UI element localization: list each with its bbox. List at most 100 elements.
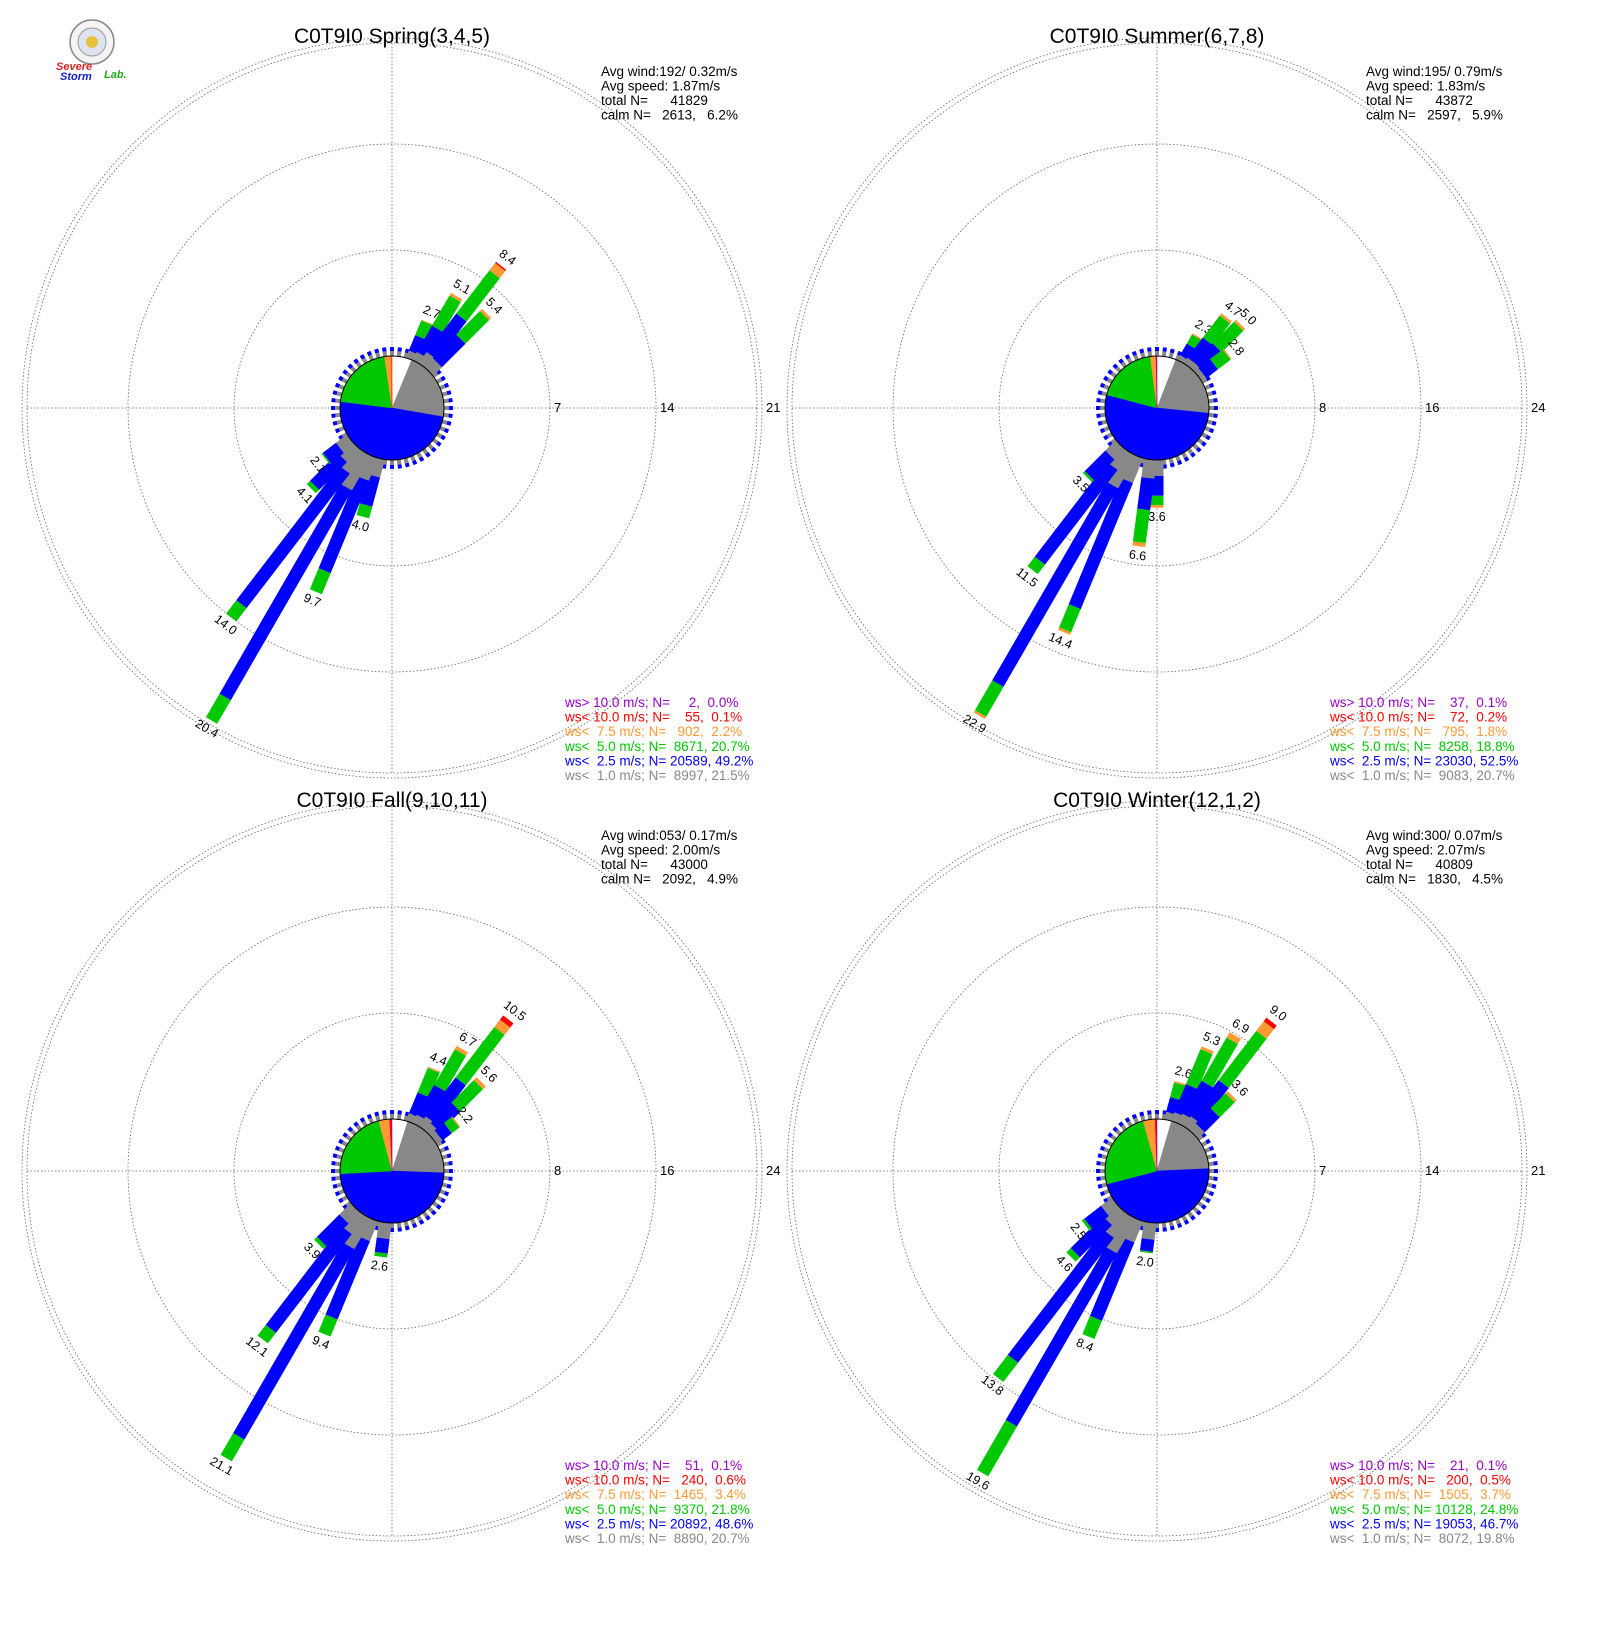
wind-rose-panel: 8 16 242.34.75.02.83.66.614.422.911.53.5C0… [786, 25, 1545, 783]
stub-outer [1213, 1176, 1218, 1181]
stub-outer [338, 1138, 344, 1145]
petal-segment [1198, 359, 1218, 379]
stub-outer [1208, 1145, 1215, 1152]
stub-inner [1197, 438, 1204, 445]
ring-label: 14 [660, 400, 674, 415]
stub-inner [1140, 352, 1146, 359]
stat-line: Avg wind:053/ 0.17m/s [601, 828, 738, 843]
petal-segment [1100, 1197, 1120, 1217]
stub-outer [1096, 398, 1101, 403]
wind-petal: 4.4 [405, 1049, 449, 1126]
stub-outer [1147, 1110, 1152, 1115]
petal-segment [451, 1079, 484, 1112]
petal-segment [434, 1122, 452, 1141]
stub-outer [1103, 1197, 1109, 1204]
stub-inner [341, 432, 348, 439]
stub-outer [397, 464, 402, 469]
stub-outer [331, 398, 336, 403]
stub-inner [1208, 398, 1214, 404]
stub-inner [432, 438, 439, 445]
stub-inner [403, 457, 409, 464]
legend-entry: ws> 10.0 m/s; N= 2, 0.0% [564, 695, 738, 710]
legend-entry: ws> 10.0 m/s; N= 51, 0.1% [564, 1458, 742, 1473]
stub-inner [1192, 1206, 1199, 1213]
stub-outer [342, 1132, 348, 1138]
petal-segment [316, 1214, 349, 1247]
wind-petal: 9.0 [1183, 1002, 1289, 1134]
wind-rose-panel: 7 14 212.75.18.45.44.09.720.414.04.12.1C0T… [21, 25, 780, 783]
stat-line: Avg speed: 1.83m/s [1366, 79, 1485, 94]
stat-line: calm N= 1830, 4.5% [1366, 872, 1503, 887]
petal-segment [226, 600, 247, 622]
stub-outer [397, 1110, 402, 1115]
petal-segment [408, 1092, 430, 1119]
stub-inner [1204, 1147, 1211, 1153]
stub-outer [1201, 1132, 1207, 1138]
petal-segment [1189, 1123, 1205, 1139]
stub-inner [439, 384, 446, 390]
wind-rose-panel: 8 16 244.46.710.55.62.22.69.421.112.13.9C0… [21, 789, 780, 1546]
stub-outer [425, 1215, 431, 1221]
stub-outer [366, 350, 373, 357]
petal-segment [1141, 458, 1157, 479]
stub-inner [1106, 1195, 1113, 1202]
stub-outer [1131, 350, 1138, 357]
stub-inner [345, 1134, 352, 1141]
stub-outer [1208, 382, 1215, 389]
stub-outer [448, 398, 453, 403]
wind-petal: 22.9 [961, 449, 1137, 736]
stub-inner [1140, 457, 1146, 464]
petal-segment [359, 474, 381, 507]
petal-segment [220, 1433, 245, 1462]
petal-segment [356, 503, 373, 519]
petal-segment [257, 1324, 276, 1344]
petal-segment [318, 1314, 338, 1337]
stub-inner [422, 448, 429, 455]
petal-segment [376, 1221, 392, 1240]
stat-line: total N= 41829 [601, 93, 708, 108]
petal-segment [374, 1251, 388, 1258]
stub-inner [1120, 1124, 1127, 1131]
petal-segment [429, 1130, 443, 1145]
stub-inner [338, 1189, 345, 1195]
stub-inner [443, 1175, 449, 1181]
stub-outer [1211, 1183, 1217, 1189]
stub-outer [1097, 420, 1103, 426]
legend-entry: ws> 10.0 m/s; N= 21, 0.1% [1329, 1458, 1507, 1473]
stub-inner [338, 1147, 345, 1153]
legend-entry: ws< 10.0 m/s; N= 72, 0.2% [1329, 710, 1507, 725]
stub-inner [350, 366, 357, 373]
stub-inner [396, 351, 402, 357]
petal-segment [1200, 1046, 1214, 1055]
petal-segment [1120, 453, 1144, 484]
petal-segment [1180, 343, 1198, 362]
stub-outer [430, 1209, 437, 1216]
legend-entry: ws< 7.5 m/s; N= 795, 1.8% [1329, 724, 1507, 739]
petal-segment [1191, 333, 1204, 341]
petal-label: 5.1 [451, 276, 473, 297]
stub-inner [1161, 351, 1167, 357]
stub-outer [374, 1111, 380, 1117]
petal-segment [265, 1226, 352, 1333]
stub-outer [1208, 427, 1215, 434]
stub-outer [1201, 1204, 1207, 1210]
petal-segment [1202, 315, 1231, 346]
petal-segment [1105, 440, 1125, 460]
wind-petal: 2.7 [405, 303, 442, 363]
petal-label: 2.6 [370, 1258, 389, 1274]
petal-segment [1183, 1116, 1202, 1134]
stub-outer [1099, 1145, 1106, 1152]
stub-inner [1181, 1215, 1188, 1222]
petal-segment [321, 452, 331, 465]
petal-segment [1027, 556, 1046, 575]
stub-outer [446, 1153, 452, 1159]
petal-segment [417, 1084, 446, 1122]
stub-outer [1205, 375, 1211, 382]
petal-segment [1183, 357, 1198, 371]
petal-segment [992, 1354, 1019, 1382]
petal-segment [325, 1236, 370, 1320]
stub-outer [353, 1121, 359, 1127]
wind-petal: 20.4 [193, 449, 372, 741]
stub-inner [1100, 398, 1106, 404]
stub-outer [331, 1161, 336, 1166]
